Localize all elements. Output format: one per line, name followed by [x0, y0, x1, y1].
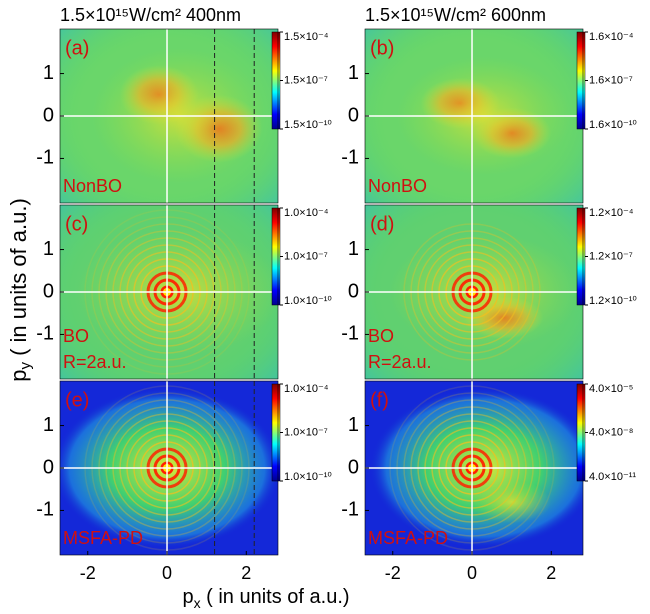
y-tick-label: -1 — [341, 323, 359, 345]
x-axis-label: px ( in units of a.u.) — [182, 586, 349, 610]
colorbar-tick-label: 1.0×10⁻⁴ — [284, 383, 329, 395]
y-tick-label: 0 — [43, 104, 54, 126]
y-tick-label: 1 — [43, 414, 54, 436]
y-tick-label: 0 — [348, 104, 359, 126]
y-tick-label: 0 — [348, 456, 359, 478]
colorbar — [576, 383, 586, 482]
panel-label: (a) — [65, 37, 89, 59]
panel-frame — [364, 204, 584, 380]
panel-title: 1.5×10¹⁵W/cm² 400nm — [60, 5, 241, 25]
y-tick-label: 0 — [348, 280, 359, 302]
annotation: R=2a.u. — [368, 352, 432, 372]
annotation: NonBO — [368, 176, 427, 196]
heatmap-blob — [472, 480, 552, 524]
colorbar-tick-label: 1.0×10⁻¹⁰ — [284, 471, 332, 483]
y-tick-label: 1 — [348, 414, 359, 436]
y-tick-label: -1 — [36, 323, 54, 345]
panel-label: (d) — [370, 213, 394, 235]
colorbar-tick-label: 1.0×10⁻¹⁰ — [284, 295, 332, 307]
colorbar — [271, 31, 281, 130]
panel-label: (b) — [370, 37, 394, 59]
annotation: R=2a.u. — [63, 352, 127, 372]
colorbar-tick-label: 1.5×10⁻⁴ — [284, 31, 329, 43]
annotation: MSFA-PD — [63, 528, 143, 548]
panel-frame — [59, 204, 279, 380]
colorbar — [576, 207, 586, 306]
x-tick-label: -2 — [80, 563, 96, 583]
colorbar-tick-label: 1.2×10⁻⁴ — [589, 207, 634, 219]
y-tick-label: -1 — [341, 499, 359, 521]
y-tick-label: 1 — [43, 238, 54, 260]
heatmap-panel — [365, 29, 583, 203]
heatmap-panel — [365, 381, 583, 555]
colorbar-tick-label: 1.0×10⁻⁷ — [284, 426, 328, 438]
panel-label: (e) — [65, 389, 89, 411]
panel-title: 1.5×10¹⁵W/cm² 600nm — [365, 5, 546, 25]
x-tick-label: 0 — [467, 563, 477, 583]
x-tick-label: -2 — [385, 563, 401, 583]
colorbar-tick-label: 1.0×10⁻⁴ — [284, 207, 329, 219]
colorbar-tick-label: 4.0×10⁻⁸ — [589, 426, 633, 438]
panel-frame — [364, 28, 584, 204]
x-tick-label: 0 — [162, 563, 172, 583]
annotation: BO — [368, 326, 394, 346]
y-tick-label: -1 — [36, 147, 54, 169]
y-tick-label: 1 — [348, 238, 359, 260]
y-tick-label: 1 — [348, 62, 359, 84]
annotation: MSFA-PD — [368, 528, 448, 548]
heatmap-panel — [365, 205, 583, 379]
colorbar — [576, 31, 586, 130]
annotation: NonBO — [63, 176, 122, 196]
colorbar-tick-label: 4.0×10⁻⁵ — [589, 383, 633, 395]
y-tick-label: 0 — [43, 280, 54, 302]
colorbar-tick-label: 1.2×10⁻⁷ — [589, 250, 633, 262]
colorbar-tick-label: 1.6×10⁻¹⁰ — [589, 119, 637, 131]
colorbar-tick-label: 4.0×10⁻¹¹ — [589, 471, 636, 483]
colorbar-tick-label: 1.6×10⁻⁷ — [589, 74, 633, 86]
colorbar — [271, 207, 281, 306]
heatmap-panel — [60, 381, 278, 555]
y-tick-label: 1 — [43, 62, 54, 84]
annotation: BO — [63, 326, 89, 346]
x-tick-label: 2 — [546, 563, 556, 583]
panel-frame — [364, 380, 584, 556]
colorbar-tick-label: 1.0×10⁻⁷ — [284, 250, 328, 262]
colorbar-tick-label: 1.2×10⁻¹⁰ — [589, 295, 637, 307]
y-tick-label: -1 — [341, 147, 359, 169]
colorbar-tick-label: 1.5×10⁻⁷ — [284, 74, 328, 86]
y-tick-label: 0 — [43, 456, 54, 478]
panel-frame — [59, 380, 279, 556]
colorbar-tick-label: 1.6×10⁻⁴ — [589, 31, 634, 43]
panel-frame — [59, 28, 279, 204]
colorbar-tick-label: 1.5×10⁻¹⁰ — [284, 119, 332, 131]
heatmap-panel — [60, 205, 278, 379]
panel-label: (c) — [65, 213, 88, 235]
y-tick-label: -1 — [36, 499, 54, 521]
y-axis-label: py ( in units of a.u.) — [6, 198, 34, 382]
heatmap-panel — [60, 29, 278, 203]
x-tick-label: 2 — [241, 563, 251, 583]
colorbar — [271, 383, 281, 482]
panel-label: (f) — [370, 389, 389, 411]
